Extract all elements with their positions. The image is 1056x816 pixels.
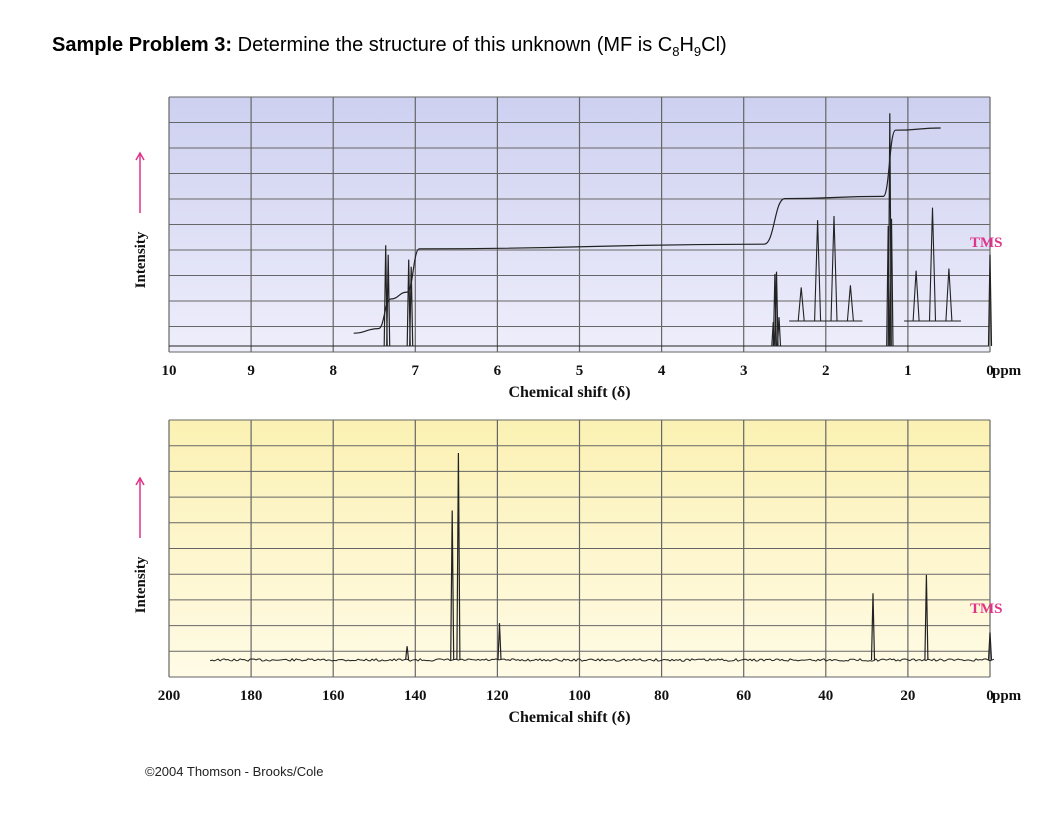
c13-peak: [450, 510, 455, 661]
c13-tick-label: 40: [818, 688, 833, 704]
c13-tick-label: 20: [900, 688, 915, 704]
h1-integral-path: [353, 127, 941, 334]
title-bold: Sample Problem 3:: [52, 34, 233, 56]
h1-expansion-insets: [789, 207, 961, 322]
h1-tick-label: 9: [247, 363, 255, 379]
c13-peak: [870, 593, 876, 661]
h1-intensity-label: Intensity: [133, 231, 149, 288]
c13-tick-label: 200: [158, 688, 181, 704]
c13-tick-label: 100: [568, 688, 591, 704]
h1-peak: [386, 254, 391, 347]
h1-tick-label: 6: [494, 363, 502, 379]
c13-tick-label: 180: [240, 688, 263, 704]
h1-grid: [168, 96, 991, 353]
title-sub-h: 9: [693, 44, 702, 59]
c13-y-axis-label: Intensity: [133, 476, 149, 613]
h1-inset-peak: [945, 268, 953, 322]
h1-peak: [987, 254, 993, 347]
c13-peak: [987, 632, 993, 661]
h1-x-axis-label: Chemical shift (δ): [508, 384, 630, 401]
h1-inset-peak: [814, 220, 822, 322]
c13-peak: [456, 452, 461, 661]
title-tail: Cl): [701, 34, 727, 56]
h1-tick-label: 10: [162, 363, 177, 379]
c13-x-axis-label: Chemical shift (δ): [508, 709, 630, 726]
c13-grid: [168, 419, 991, 678]
h1-tick-label: 3: [740, 363, 748, 379]
h1-inset-peak: [797, 287, 805, 322]
copyright-notice: ©2004 Thomson - Brooks/Cole: [145, 764, 324, 779]
c13-baseline: [210, 658, 995, 662]
c13-peak: [405, 646, 410, 661]
c13-intensity-arrowhead: [135, 476, 145, 486]
c13-tick-label: 120: [486, 688, 509, 704]
h1-peak: [409, 266, 414, 347]
c13-tick-label: 80: [654, 688, 669, 704]
c13-intensity-label: Intensity: [133, 556, 149, 613]
h1-integral-curve: [353, 127, 941, 334]
title-sub-c: 8: [672, 44, 680, 59]
h1-y-axis-label: Intensity: [133, 151, 149, 288]
h1-peak: [776, 317, 782, 347]
c13-tick-label: 60: [736, 688, 751, 704]
h1-unit-label: ppm: [992, 363, 1022, 379]
h1-tick-label: 7: [412, 363, 420, 379]
h1-intensity-arrowhead: [135, 151, 145, 161]
h1-tick-label: 8: [329, 363, 337, 379]
h1-inset-peak: [830, 215, 838, 322]
c13-tms-label: TMS: [970, 601, 1003, 617]
h1-tick-label: 0: [986, 363, 994, 379]
c13-spectrum-trace: [210, 452, 995, 662]
h1-inset-peak: [928, 207, 937, 322]
c13-peak: [497, 623, 502, 661]
c13-tick-label: 160: [322, 688, 345, 704]
c13-tick-label: 140: [404, 688, 427, 704]
h1-tms-label: TMS: [970, 235, 1003, 251]
h1-spectrum-trace: [169, 113, 993, 347]
title-text: Determine the structure of this unknown …: [237, 34, 673, 56]
h1-tick-label: 4: [658, 363, 666, 379]
h1-tick-label: 5: [576, 363, 584, 379]
h1-inset-peak: [912, 270, 920, 322]
h1-peak: [774, 271, 779, 347]
title-h: H: [679, 34, 694, 56]
c13-tick-label: 0: [986, 688, 994, 704]
c13-peak: [924, 574, 929, 661]
h1-tick-label: 1: [904, 363, 912, 379]
h1-inset-peak: [846, 285, 854, 322]
h1-tick-label: 2: [822, 363, 830, 379]
h1-peak: [889, 218, 894, 347]
h1-peak: [886, 225, 891, 347]
c13-unit-label: ppm: [992, 688, 1022, 704]
page-title: Sample Problem 3: Determine the structur…: [52, 34, 727, 59]
